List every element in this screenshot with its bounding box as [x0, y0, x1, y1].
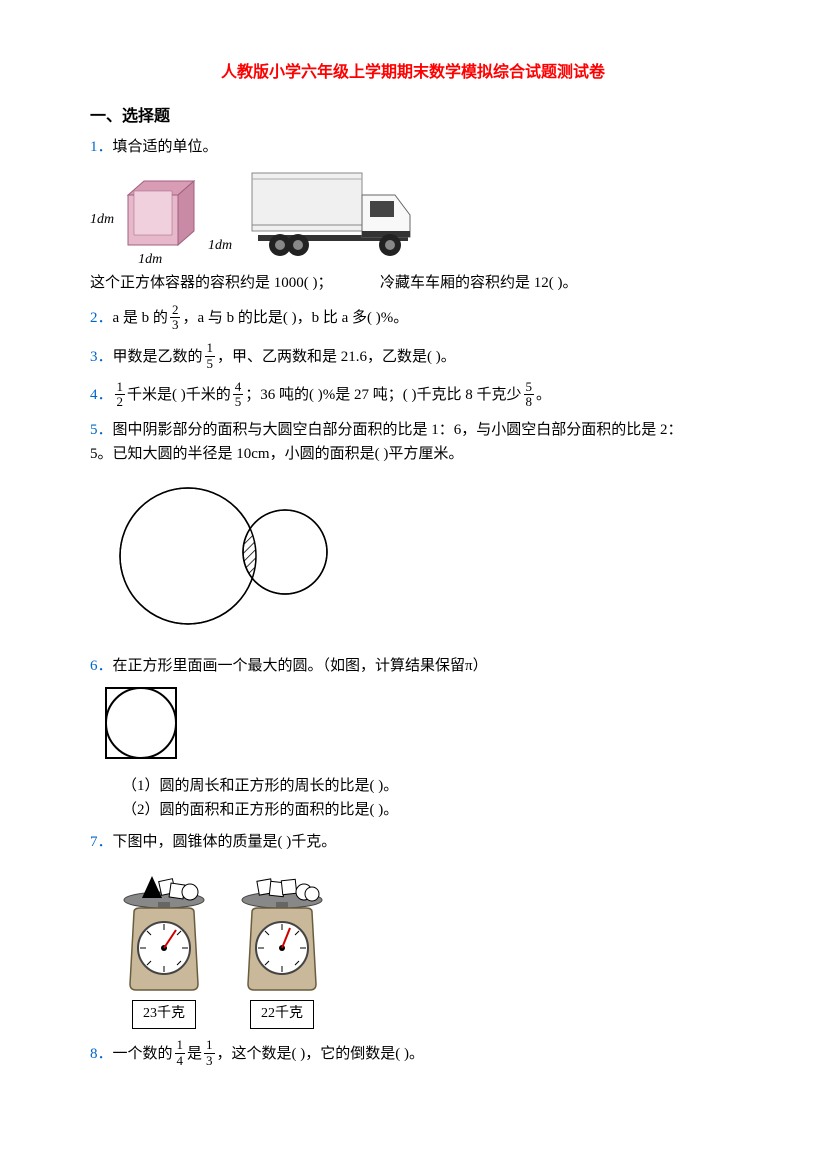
- q4-f1: 12: [115, 380, 126, 410]
- question-5: 5．图中阴影部分的面积与大圆空白部分面积的比是 1：6，与小圆空白部分面积的比是…: [90, 418, 736, 646]
- question-8: 8．一个数的14是13，这个数是( )，它的倒数是( )。: [90, 1039, 736, 1069]
- scale1-label: 23千克: [132, 1000, 196, 1028]
- q7-t1: 下图中，圆锥体的质量是( )千克。: [113, 834, 337, 850]
- question-4: 4．12千米是( )千米的45；36 吨的( )%是 27 吨；( )千克比 8…: [90, 380, 736, 410]
- q5-t1: 图中阴影部分的面积与大圆空白部分面积的比是 1：6，与小圆空白部分面积的比是 2…: [113, 422, 683, 438]
- scale2-label: 22千克: [250, 1000, 314, 1028]
- scale1-svg: [114, 864, 214, 996]
- q3-t2: ，甲、乙两数和是 21.6，乙数是( )。: [217, 349, 456, 365]
- q8-t3: ，这个数是( )，它的倒数是( )。: [217, 1046, 424, 1062]
- q4-t3: 。: [536, 387, 551, 403]
- q1-line2: 这个正方体容器的容积约是 1000( )； 冷藏车车厢的容积约是 12( )。: [90, 271, 736, 295]
- question-2: 2．a 是 b 的23，a 与 b 的比是( )，b 比 a 多( )%。: [90, 303, 736, 333]
- q5-t2: 5。已知大圆的半径是 10cm，小圆的面积是( )平方厘米。: [90, 442, 736, 466]
- qnum-7: 7．: [90, 834, 113, 850]
- q1-images: 1dm 1dm 1dm: [90, 165, 736, 265]
- q6-sub2: （2）圆的面积和正方形的面积的比是( )。: [122, 798, 736, 822]
- scale2-svg: [232, 864, 332, 996]
- scale-1: 23千克: [114, 864, 214, 1028]
- scale-2: 22千克: [232, 864, 332, 1028]
- question-1: 1．填合适的单位。 1dm 1dm 1dm: [90, 135, 736, 295]
- q1-text: 填合适的单位。: [113, 139, 218, 155]
- qnum-3: 3．: [90, 349, 113, 365]
- q6-t1: 在正方形里面画一个最大的圆。（如图，计算结果保留π）: [113, 658, 488, 674]
- q8-t1: 一个数的: [113, 1046, 173, 1062]
- q4-t1: 千米是( )千米的: [127, 387, 231, 403]
- q8-f1: 14: [175, 1038, 186, 1068]
- question-3: 3．甲数是乙数的15，甲、乙两数和是 21.6，乙数是( )。: [90, 342, 736, 372]
- q3-frac: 15: [205, 341, 216, 371]
- section-header: 一、选择题: [90, 104, 736, 130]
- q2-t1: a 是 b 的: [113, 310, 168, 326]
- qnum-5: 5．: [90, 422, 113, 438]
- qnum-2: 2．: [90, 310, 113, 326]
- dim-left: 1dm: [90, 209, 114, 231]
- qnum-4: 4．: [90, 387, 113, 403]
- question-7: 7．下图中，圆锥体的质量是( )千克。: [90, 830, 736, 1028]
- q1-line2a: 这个正方体容器的容积约是 1000( )；: [90, 275, 333, 291]
- qnum-1: 1．: [90, 139, 113, 155]
- dim-right: 1dm: [208, 235, 232, 257]
- q1-line2b: 冷藏车车厢的容积约是 12( )。: [380, 275, 578, 291]
- q8-f2: 13: [204, 1038, 215, 1068]
- q2-t2: ，a 与 b 的比是( )，b 比 a 多( )%。: [182, 310, 408, 326]
- q4-t2: ；36 吨的( )%是 27 吨；( )千克比 8 千克少: [245, 387, 521, 403]
- scales-row: 23千克 22千克: [114, 864, 736, 1028]
- qnum-6: 6．: [90, 658, 113, 674]
- question-6: 6．在正方形里面画一个最大的圆。（如图，计算结果保留π） （1）圆的周长和正方形…: [90, 654, 736, 822]
- q8-t2: 是: [187, 1046, 202, 1062]
- qnum-8: 8．: [90, 1046, 113, 1062]
- q6-sub1: （1）圆的周长和正方形的周长的比是( )。: [122, 774, 736, 798]
- q4-f2: 45: [233, 380, 244, 410]
- page-title: 人教版小学六年级上学期期末数学模拟综合试题测试卷: [90, 60, 736, 86]
- q4-f3: 58: [524, 380, 535, 410]
- truck-svg: [240, 165, 440, 265]
- q3-t1: 甲数是乙数的: [113, 349, 203, 365]
- cube-diagram: 1dm 1dm 1dm: [90, 175, 204, 265]
- cube-svg: [116, 175, 204, 257]
- dim-bottom: 1dm: [138, 249, 162, 271]
- square-circle-diagram: [102, 684, 180, 762]
- q2-frac: 23: [170, 303, 181, 333]
- circles-diagram: [110, 474, 350, 634]
